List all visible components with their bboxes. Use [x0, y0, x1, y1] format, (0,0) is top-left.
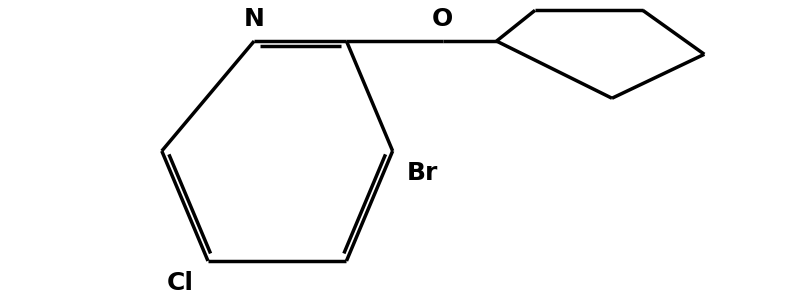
Text: O: O [432, 7, 454, 31]
Text: Br: Br [407, 161, 438, 185]
Text: N: N [243, 7, 265, 31]
Text: Cl: Cl [167, 271, 194, 295]
